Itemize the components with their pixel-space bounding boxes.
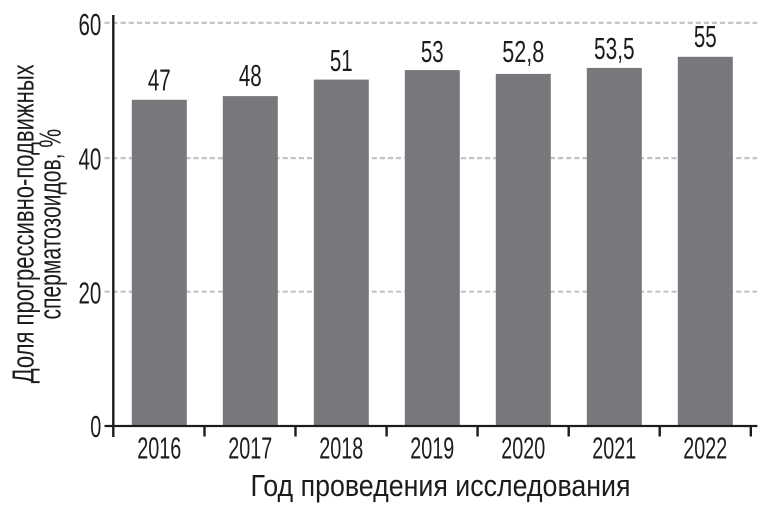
svg-text:Год проведения исследования: Год проведения исследования bbox=[251, 470, 631, 503]
svg-text:20: 20 bbox=[79, 277, 102, 310]
svg-text:2017: 2017 bbox=[228, 433, 272, 466]
svg-text:40: 40 bbox=[79, 144, 102, 177]
svg-text:60: 60 bbox=[79, 9, 102, 42]
svg-text:53,5: 53,5 bbox=[594, 33, 635, 66]
svg-text:2020: 2020 bbox=[501, 433, 545, 466]
svg-text:2018: 2018 bbox=[319, 433, 363, 466]
svg-text:0: 0 bbox=[90, 411, 101, 444]
svg-text:47: 47 bbox=[148, 64, 171, 97]
svg-text:2021: 2021 bbox=[592, 433, 636, 466]
svg-text:Доля прогрессивно-подвижных: Доля прогрессивно-подвижных bbox=[8, 64, 41, 383]
svg-text:2022: 2022 bbox=[683, 433, 727, 466]
svg-text:48: 48 bbox=[239, 60, 262, 93]
svg-text:52,8: 52,8 bbox=[502, 36, 544, 69]
svg-text:51: 51 bbox=[330, 45, 353, 78]
svg-text:53: 53 bbox=[421, 36, 444, 69]
svg-text:2019: 2019 bbox=[410, 433, 454, 466]
svg-text:2016: 2016 bbox=[137, 433, 181, 466]
svg-text:сперматозоидов, %: сперматозоидов, % bbox=[35, 129, 68, 320]
svg-text:55: 55 bbox=[694, 21, 717, 54]
